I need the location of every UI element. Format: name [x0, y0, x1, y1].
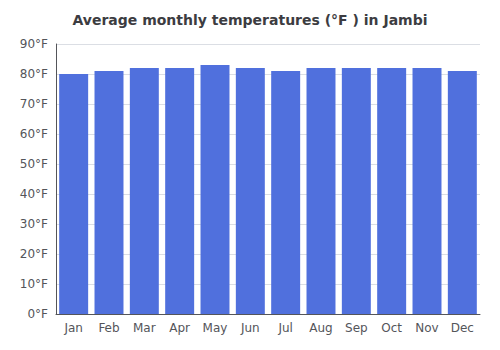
svg-text:Jul: Jul — [277, 321, 292, 335]
svg-text:50°F: 50°F — [20, 157, 48, 171]
svg-text:May: May — [203, 321, 228, 335]
svg-text:Apr: Apr — [169, 321, 190, 335]
svg-text:0°F: 0°F — [27, 307, 48, 321]
svg-text:Mar: Mar — [133, 321, 156, 335]
svg-text:Jun: Jun — [240, 321, 260, 335]
svg-text:Feb: Feb — [98, 321, 119, 335]
svg-text:Oct: Oct — [381, 321, 402, 335]
svg-text:Sep: Sep — [345, 321, 368, 335]
svg-text:Average monthly temperatures (: Average monthly temperatures (°F ) in Ja… — [72, 12, 427, 28]
svg-text:Jan: Jan — [63, 321, 83, 335]
svg-text:Dec: Dec — [451, 321, 474, 335]
svg-text:Nov: Nov — [415, 321, 438, 335]
svg-text:20°F: 20°F — [20, 247, 48, 261]
svg-text:Aug: Aug — [309, 321, 332, 335]
svg-text:60°F: 60°F — [20, 127, 48, 141]
svg-text:10°F: 10°F — [20, 277, 48, 291]
svg-text:40°F: 40°F — [20, 187, 48, 201]
svg-text:70°F: 70°F — [20, 97, 48, 111]
svg-text:80°F: 80°F — [20, 67, 48, 81]
svg-text:30°F: 30°F — [20, 217, 48, 231]
svg-text:90°F: 90°F — [20, 37, 48, 51]
